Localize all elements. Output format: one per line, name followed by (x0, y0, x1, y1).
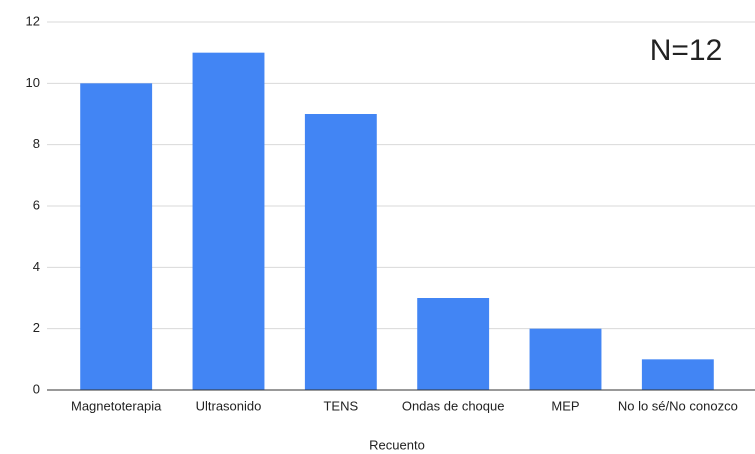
bar (192, 52, 265, 391)
x-tick-label: No lo sé/No conozco (618, 398, 738, 413)
bar (304, 114, 377, 390)
annotation: N=12 (650, 34, 723, 67)
x-tick-label: Ultrasonido (196, 398, 262, 413)
x-axis-label: Recuento (369, 437, 425, 452)
x-tick-label: MEP (551, 398, 579, 413)
bar (417, 298, 490, 390)
bar (80, 83, 153, 390)
y-tick-label: 2 (33, 320, 40, 335)
y-tick-label: 8 (33, 136, 40, 151)
bar (641, 359, 714, 390)
x-tick-label: TENS (323, 398, 358, 413)
x-tick-label: Magnetoterapia (71, 398, 162, 413)
y-tick-label: 4 (33, 259, 40, 274)
y-tick-label: 6 (33, 197, 40, 212)
bar (529, 328, 602, 390)
y-tick-label: 12 (26, 13, 40, 28)
y-tick-label: 0 (33, 381, 40, 396)
x-tick-label: Ondas de choque (402, 398, 505, 413)
y-tick-label: 10 (26, 75, 40, 90)
